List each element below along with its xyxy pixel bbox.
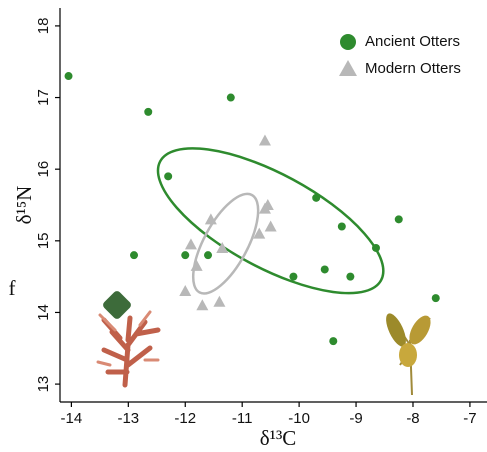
y-tick-label: 14 xyxy=(35,304,52,321)
triangle-marker xyxy=(191,260,203,271)
circle-marker xyxy=(204,251,212,259)
y-tick-label: 18 xyxy=(35,18,52,35)
x-tick-label: -9 xyxy=(349,410,362,427)
x-tick-label: -8 xyxy=(406,410,419,427)
circle-marker xyxy=(144,108,152,116)
triangle-marker xyxy=(265,220,277,231)
circle-marker xyxy=(227,94,235,102)
y-tick-label: 15 xyxy=(35,232,52,249)
triangle-marker xyxy=(213,296,225,307)
triangle-marker xyxy=(179,285,191,296)
circle-marker xyxy=(181,251,189,259)
x-tick-label: -13 xyxy=(117,410,139,427)
confidence-ellipse xyxy=(180,185,271,303)
triangle-marker xyxy=(185,238,197,249)
red-seaweed-icon xyxy=(98,289,158,385)
y-tick-label: 16 xyxy=(35,161,52,178)
triangle-marker xyxy=(259,135,271,146)
circle-marker xyxy=(372,244,380,252)
x-axis-label: δ¹³C xyxy=(260,426,297,450)
circle-marker xyxy=(338,222,346,230)
legend-label: Ancient Otters xyxy=(365,33,460,50)
circle-marker xyxy=(130,251,138,259)
x-tick-label: -11 xyxy=(232,410,253,427)
x-tick-label: -14 xyxy=(61,410,83,427)
circle-marker xyxy=(346,273,354,281)
y-axis-label: δ¹⁵N xyxy=(12,186,36,225)
triangle-marker xyxy=(196,299,208,310)
x-tick-label: -10 xyxy=(288,410,310,427)
y-tick-label: 17 xyxy=(35,89,52,106)
circle-marker xyxy=(312,194,320,202)
x-tick-label: -7 xyxy=(463,410,476,427)
legend-label: Modern Otters xyxy=(365,60,461,77)
circle-marker xyxy=(329,337,337,345)
circle-marker xyxy=(289,273,297,281)
chart: δ¹³C δ¹⁵N f -14 -13 -12 -11 -10 -9 -8 -7 13 14 15 1… xyxy=(0,0,487,452)
y-tick-label: 13 xyxy=(35,376,52,393)
circle-marker xyxy=(65,72,73,80)
x-tick-label: -12 xyxy=(174,410,196,427)
circle-marker xyxy=(164,172,172,180)
legend-marker xyxy=(339,60,357,76)
circle-marker xyxy=(395,215,403,223)
circle-marker xyxy=(321,265,329,273)
annotation: f xyxy=(9,276,16,300)
circle-marker xyxy=(432,294,440,302)
kelp-icon xyxy=(382,311,435,395)
legend-marker xyxy=(340,34,356,50)
